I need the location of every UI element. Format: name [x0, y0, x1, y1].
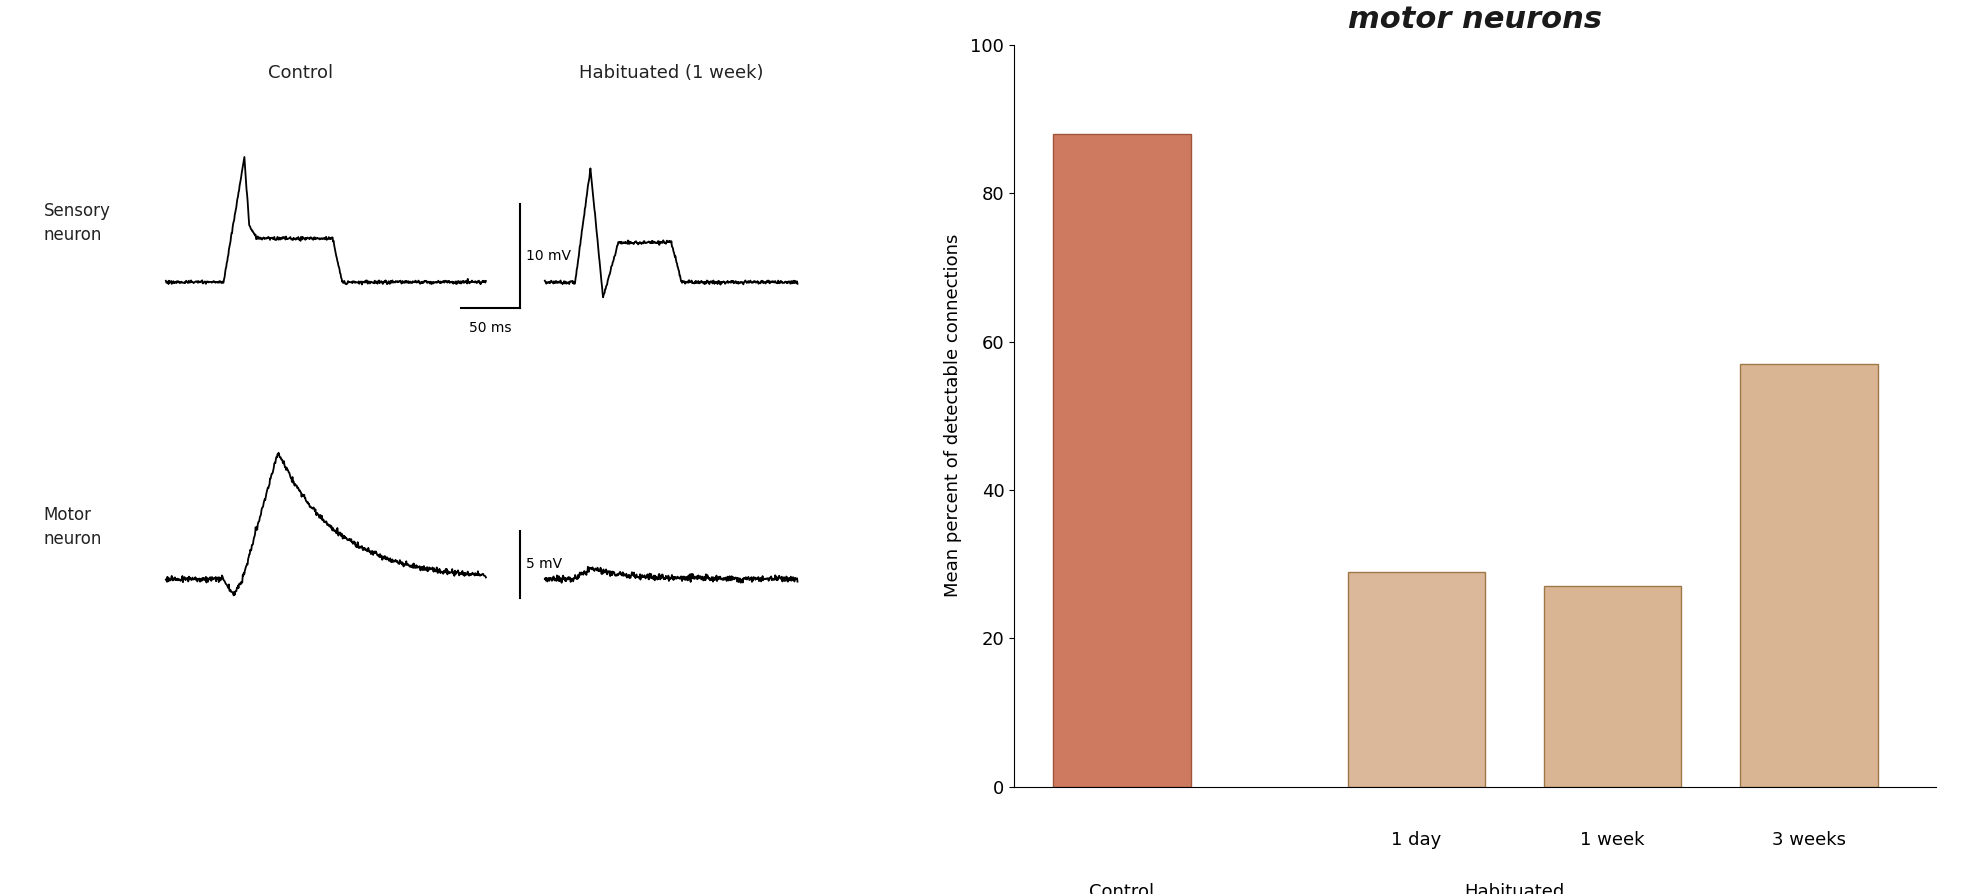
Bar [1741, 364, 1877, 787]
Text: 50 ms: 50 ms [468, 322, 512, 335]
Bar [1348, 571, 1486, 787]
Bar [1543, 586, 1682, 787]
Title: after long-term habituation training:
fewer sensory neurons synapsing onto
motor: after long-term habituation training: fe… [1142, 0, 1808, 34]
Text: Motor
neuron: Motor neuron [43, 506, 103, 548]
Text: Control: Control [1089, 883, 1154, 894]
Text: 5 mV: 5 mV [526, 557, 563, 571]
Text: 10 mV: 10 mV [526, 249, 571, 263]
Text: Habituated (1 week): Habituated (1 week) [579, 64, 763, 82]
Text: 3 weeks: 3 weeks [1772, 831, 1846, 849]
Text: Habituated: Habituated [1464, 883, 1565, 894]
Bar [1053, 134, 1192, 787]
Text: Control: Control [269, 64, 334, 82]
Y-axis label: Mean percent of detectable connections: Mean percent of detectable connections [945, 234, 962, 597]
Text: 1 week: 1 week [1581, 831, 1644, 849]
Text: Sensory
neuron: Sensory neuron [43, 202, 111, 243]
Text: 1 day: 1 day [1391, 831, 1442, 849]
